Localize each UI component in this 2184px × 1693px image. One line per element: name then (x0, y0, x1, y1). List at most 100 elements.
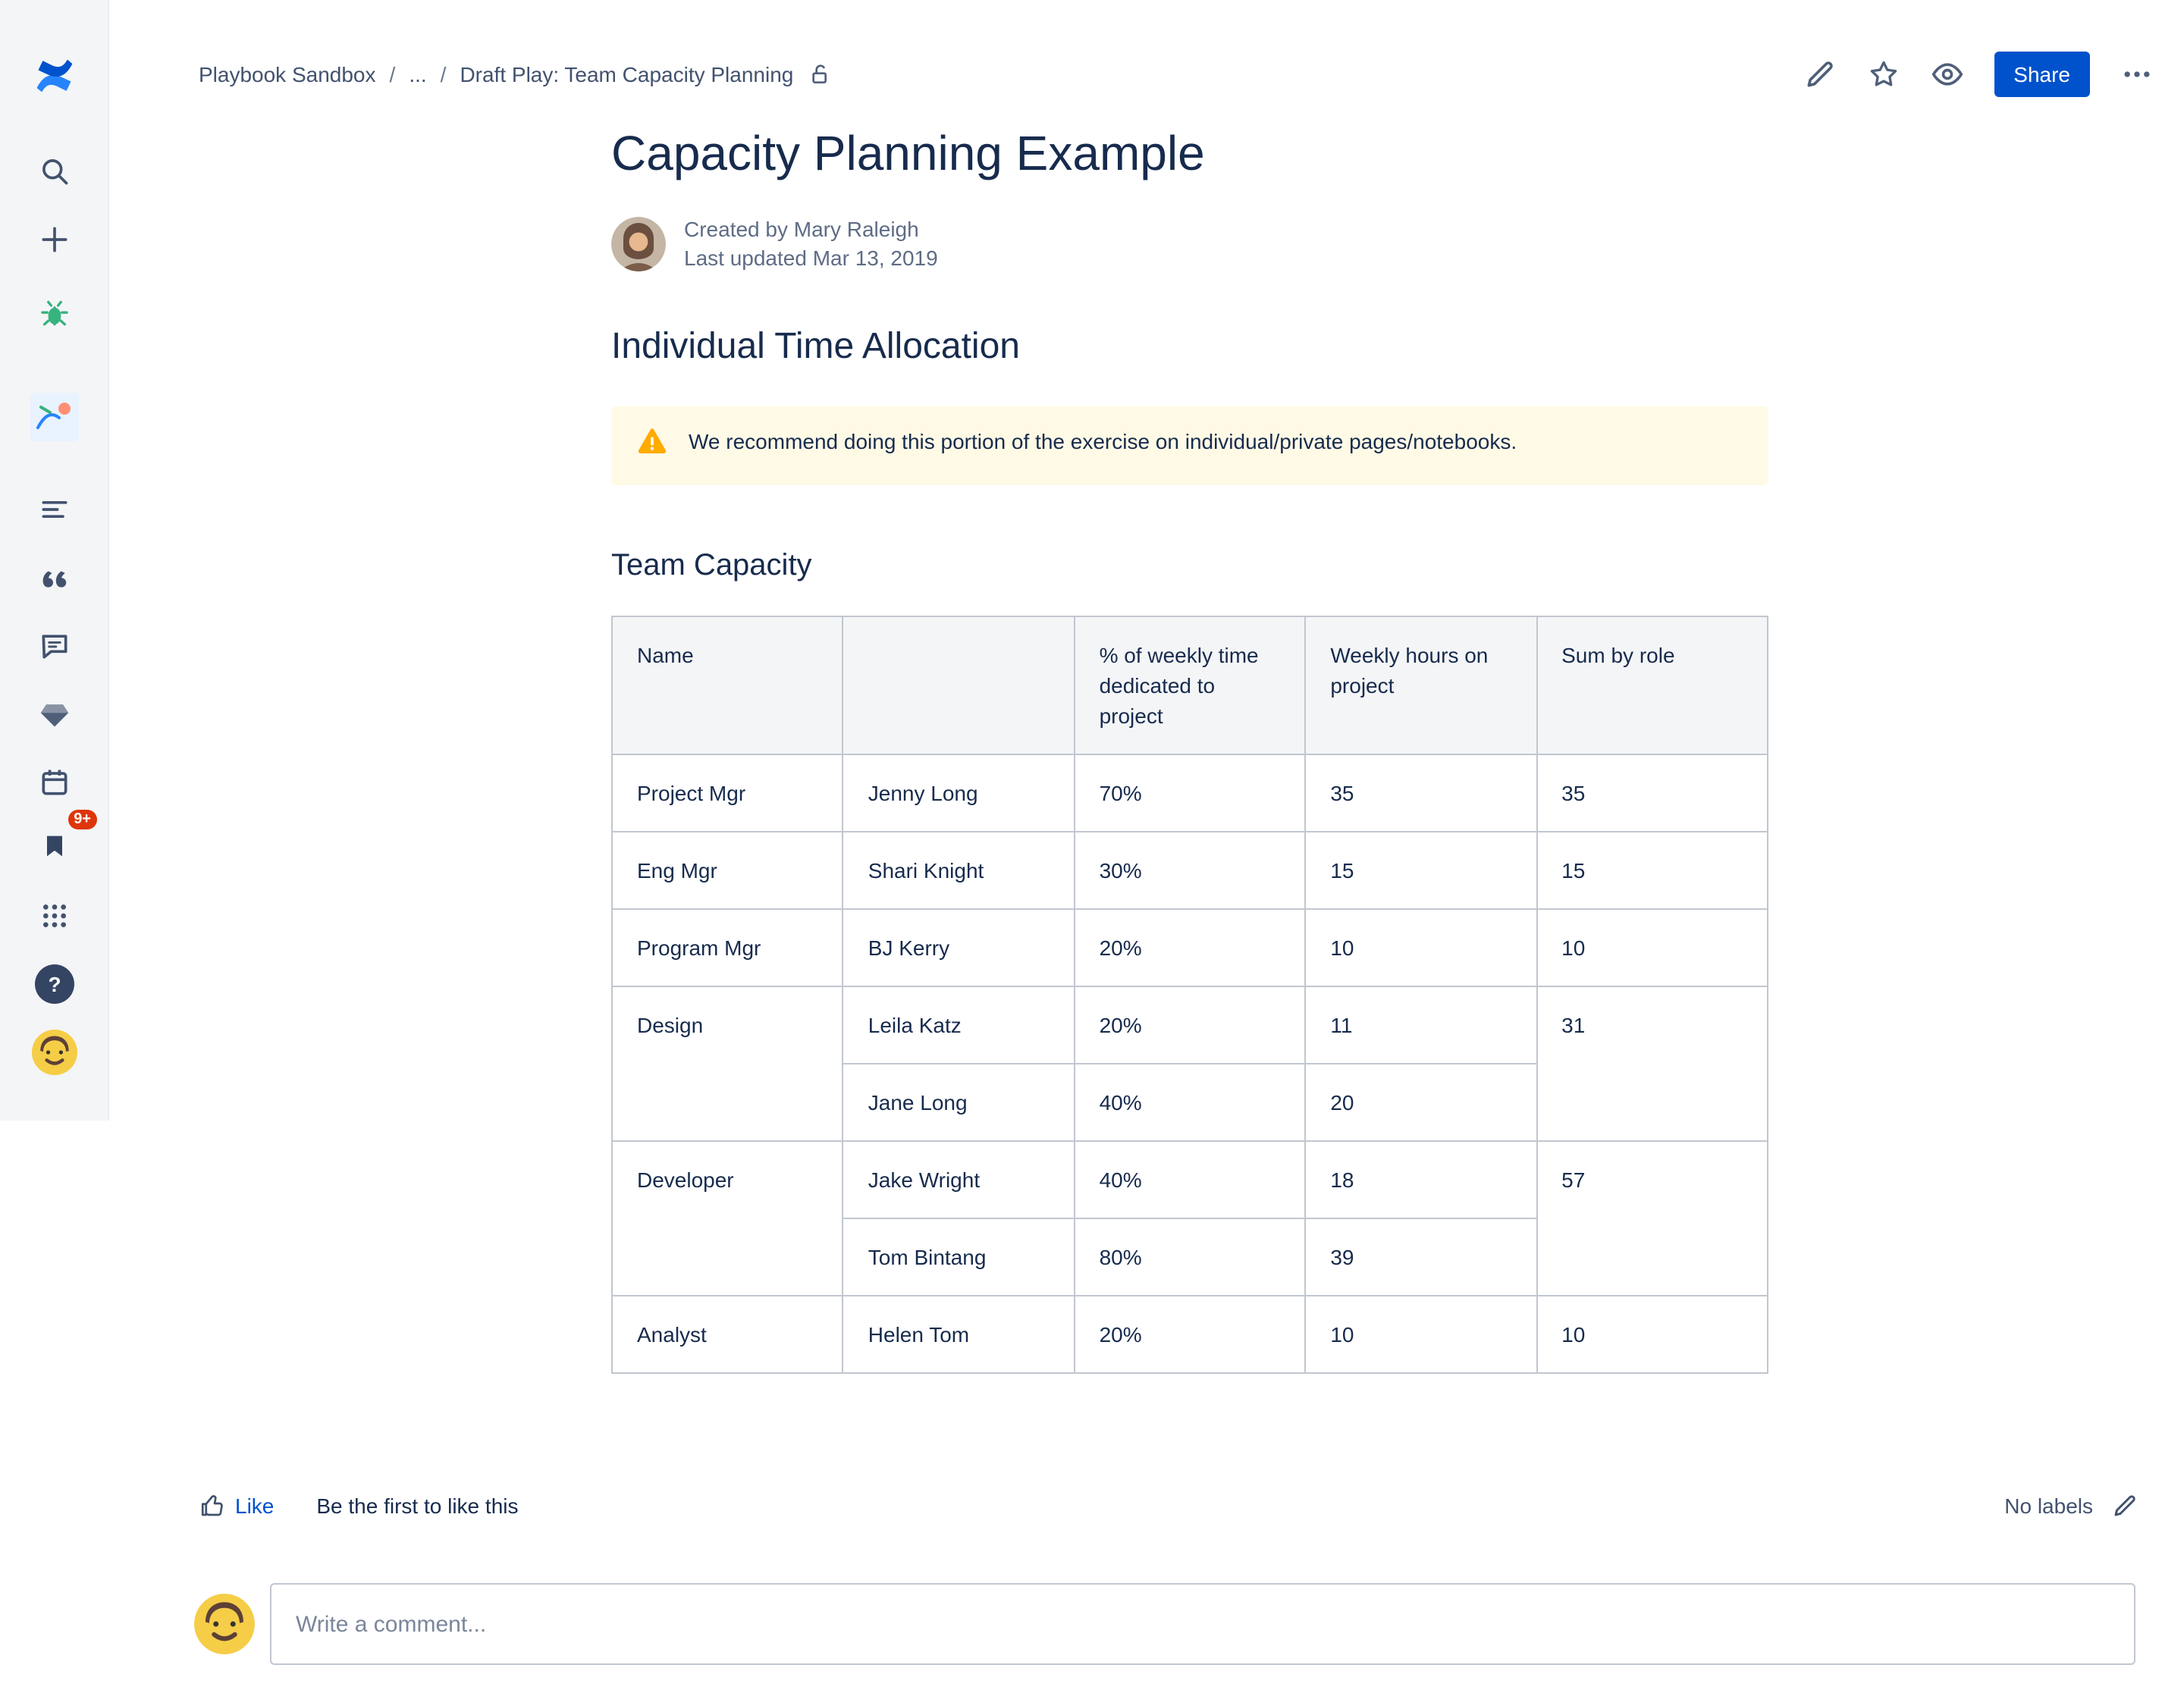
member-name-cell: BJ Kerry (842, 908, 1075, 987)
more-button[interactable] (2120, 58, 2154, 91)
role-cell: Design (610, 986, 844, 1142)
grid-dots-icon (43, 905, 66, 927)
sidebar-item-comments[interactable] (29, 620, 80, 672)
sidebar-item-notifications[interactable]: 9+ (29, 810, 97, 872)
section-heading-team-capacity: Team Capacity (611, 549, 812, 582)
edit-labels-button[interactable] (2111, 1492, 2138, 1519)
watch-button[interactable] (1930, 58, 1963, 91)
pct-time-cell: 20% (1073, 986, 1307, 1064)
pct-time-cell: 20% (1073, 1295, 1307, 1374)
breadcrumb-space[interactable]: Playbook Sandbox (199, 62, 376, 86)
labels-group: No labels (2004, 1492, 2138, 1519)
pct-time-cell: 40% (1073, 1140, 1307, 1219)
member-name-cell: Jake Wright (842, 1140, 1075, 1219)
unlock-icon (812, 64, 827, 83)
pct-time-cell: 70% (1073, 754, 1307, 832)
sidebar-item-profile[interactable] (29, 1027, 80, 1078)
role-cell: Project Mgr (610, 754, 844, 832)
main-area: Playbook Sandbox ... Draft Play: Team Ca… (108, 0, 2184, 1665)
member-name-cell: Tom Bintang (842, 1218, 1075, 1296)
ellipsis-icon (2124, 71, 2150, 77)
warning-panel: We recommend doing this portion of the e… (611, 406, 1768, 485)
favorite-button[interactable] (1866, 58, 1900, 91)
flag-bookmark-icon (47, 836, 62, 857)
page-footer-meta: Like Be the first to like this No labels (108, 1492, 2184, 1519)
weekly-hours-cell: 18 (1304, 1140, 1538, 1219)
global-sidebar: 9+ ? (0, 0, 109, 1121)
labels-text: No labels (2004, 1494, 2093, 1518)
search-icon (42, 159, 68, 185)
sidebar-item-quotes[interactable] (29, 553, 80, 605)
sidebar-item-bug-app[interactable] (29, 288, 80, 340)
sidebar-item-app-switcher[interactable] (29, 890, 80, 942)
breadcrumb-ellipsis[interactable]: ... (376, 62, 426, 86)
weekly-hours-cell: 10 (1304, 1295, 1538, 1374)
calendar-icon (42, 770, 67, 795)
quote-icon (42, 571, 67, 588)
member-name-cell: Helen Tom (842, 1295, 1075, 1374)
role-cell: Developer (610, 1140, 844, 1296)
list-lines-icon (42, 501, 67, 518)
weekly-hours-cell: 35 (1304, 754, 1538, 832)
sum-by-role-cell: 31 (1536, 986, 1769, 1142)
like-label: Like (235, 1494, 275, 1518)
sidebar-item-calendar[interactable] (29, 757, 80, 808)
breadcrumb-page[interactable]: Draft Play: Team Capacity Planning (427, 62, 793, 86)
like-hint: Be the first to like this (316, 1494, 519, 1518)
unlock-indicator[interactable] (808, 62, 833, 86)
bug-icon (41, 300, 68, 326)
weekly-hours-cell: 10 (1304, 908, 1538, 987)
confluence-logo-icon (36, 59, 73, 92)
created-by: Created by Mary Raleigh (684, 217, 919, 241)
capacity-table: Name % of weekly time dedicated to proje… (610, 616, 1769, 1374)
breadcrumb: Playbook Sandbox ... Draft Play: Team Ca… (199, 62, 833, 86)
header-name: Name (610, 616, 844, 755)
current-user-avatar[interactable] (194, 1594, 255, 1654)
user-avatar-icon (32, 1030, 77, 1075)
table-row: Eng Mgr Shari Knight 30% 15 15 (610, 831, 1769, 910)
plus-icon (42, 227, 67, 252)
byline-text: Created by Mary Raleigh Last updated Mar… (684, 215, 938, 273)
weekly-hours-cell: 15 (1304, 831, 1538, 910)
member-name-cell: Jane Long (842, 1063, 1075, 1142)
pct-time-cell: 40% (1073, 1063, 1307, 1142)
table-row: Project Mgr Jenny Long 70% 35 35 (610, 754, 1769, 832)
pct-time-cell: 20% (1073, 908, 1307, 987)
warning-icon (635, 425, 669, 466)
edit-button[interactable] (1803, 58, 1836, 91)
pencil-icon (2114, 1495, 2135, 1516)
table-row: Design Leila Katz 20% 11 31 (610, 986, 1769, 1142)
share-button[interactable]: Share (1994, 52, 2090, 97)
sidebar-item-space-avatar[interactable] (29, 391, 80, 443)
like-button[interactable]: Like (199, 1492, 274, 1519)
table-row: Program Mgr BJ Kerry 20% 10 10 (610, 908, 1769, 987)
confluence-logo[interactable] (29, 50, 80, 102)
author-avatar[interactable] (611, 217, 666, 271)
thumbs-up-icon (201, 1495, 223, 1516)
table-row: Analyst Helen Tom 20% 10 10 (610, 1295, 1769, 1374)
capacity-table-body: Project Mgr Jenny Long 70% 35 35 Eng Mgr Shari… (610, 754, 1769, 1374)
diamond-icon (40, 704, 69, 727)
author-avatar-icon (611, 217, 666, 271)
sidebar-item-diamond-app[interactable] (29, 688, 80, 740)
role-cell: Program Mgr (610, 908, 844, 987)
member-name-cell: Leila Katz (842, 986, 1075, 1064)
pct-time-cell: 30% (1073, 831, 1307, 910)
sidebar-item-search[interactable] (29, 146, 80, 197)
table-row: Developer Jake Wright 40% 18 57 (610, 1140, 1769, 1296)
help-icon: ? (35, 964, 74, 1004)
sidebar-item-create[interactable] (29, 214, 80, 265)
sidebar-item-help[interactable]: ? (29, 958, 80, 1010)
sidebar-item-recent[interactable] (29, 484, 80, 535)
like-group: Like Be the first to like this (199, 1492, 519, 1519)
last-updated: Last updated Mar 13, 2019 (684, 246, 938, 270)
table-header-row: Name % of weekly time dedicated to proje… (610, 616, 1769, 755)
comment-input[interactable] (270, 1583, 2135, 1665)
weekly-hours-cell: 11 (1304, 986, 1538, 1064)
header-weekly-hours: Weekly hours on project (1304, 616, 1538, 755)
space-avatar-icon (30, 393, 79, 441)
sum-by-role-cell: 10 (1536, 908, 1769, 987)
header-pct-time: % of weekly time dedicated to project (1073, 616, 1307, 755)
capacity-table-head: Name % of weekly time dedicated to proje… (610, 616, 1769, 755)
comment-composer (194, 1583, 2135, 1665)
